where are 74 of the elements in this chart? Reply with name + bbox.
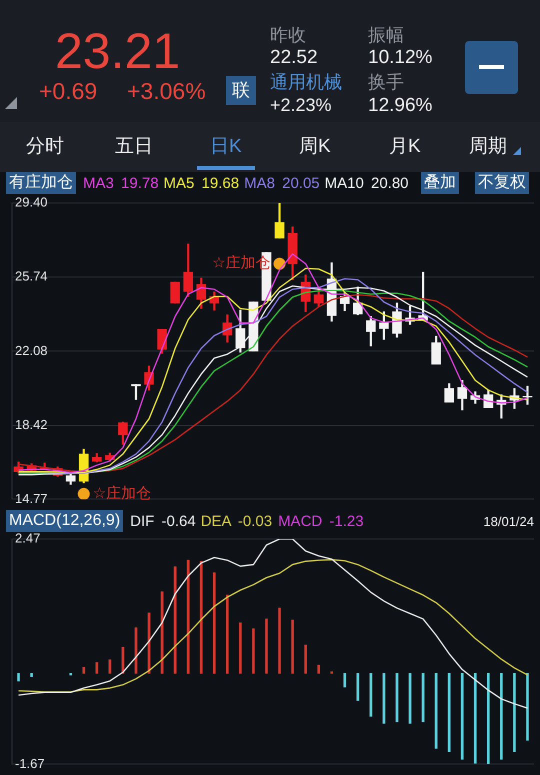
text: 换手	[368, 72, 404, 92]
bar	[343, 673, 346, 688]
text: 振幅	[368, 25, 404, 45]
bar	[304, 644, 307, 674]
bar	[396, 673, 398, 722]
bar	[291, 620, 294, 674]
bar	[252, 628, 255, 674]
bar	[265, 618, 268, 674]
bar	[82, 667, 86, 674]
text: 周K	[299, 136, 331, 157]
text: DIF -0.64	[130, 512, 196, 530]
text: +3.06%	[127, 78, 206, 104]
bar	[30, 673, 33, 677]
text: MACD -1.23	[278, 512, 364, 530]
text: 23.21	[55, 23, 180, 79]
bar	[148, 612, 150, 674]
bar	[460, 673, 464, 760]
bar	[448, 673, 451, 752]
bar	[356, 673, 360, 701]
y-tick-label: 2.47	[15, 530, 40, 546]
text: 日K	[210, 136, 242, 157]
text: 10.12%	[368, 47, 432, 68]
text: 12.96%	[368, 95, 432, 116]
button: 有庄加仓	[6, 172, 76, 194]
y-tick-label: 29.40	[15, 194, 48, 210]
bar	[108, 659, 112, 674]
text: +0.69	[39, 78, 98, 104]
text: 18/01/24	[483, 514, 534, 528]
text: +2.23%	[270, 95, 332, 115]
text: 通用机械	[270, 72, 342, 92]
bar	[474, 673, 477, 764]
text: DEA -0.03	[200, 512, 272, 530]
bar	[486, 673, 490, 764]
bar	[317, 664, 320, 674]
bar	[95, 662, 98, 674]
bar	[17, 673, 20, 682]
bar	[200, 560, 203, 674]
bar	[422, 673, 424, 722]
text: 五日	[115, 136, 153, 157]
bar	[122, 646, 124, 674]
text: MA5 19.68	[164, 174, 240, 192]
bar	[174, 566, 176, 674]
bar	[134, 627, 138, 674]
button: 联	[226, 76, 256, 105]
bar	[500, 673, 503, 760]
text: 22.52	[270, 47, 318, 68]
bar	[408, 673, 412, 724]
bar	[239, 622, 242, 674]
bar	[160, 591, 164, 674]
bar	[526, 673, 529, 741]
text: 周期	[469, 136, 507, 157]
y-tick-label: 25.74	[15, 268, 48, 284]
text: 昨收	[270, 25, 306, 45]
bar	[513, 673, 516, 752]
text: MA3 19.78	[83, 174, 159, 192]
bar	[434, 673, 438, 749]
data-label: ☆庄加仓	[92, 484, 152, 502]
y-tick-label: 14.77	[15, 490, 48, 506]
button: MACD(12,26,9)	[6, 510, 124, 532]
y-tick-label: -1.67	[15, 756, 45, 771]
bar	[186, 560, 190, 674]
text: MA10 20.80	[324, 174, 409, 192]
bar	[278, 608, 281, 674]
text: 月K	[389, 136, 421, 157]
bar	[212, 572, 216, 674]
y-tick-label: 22.08	[15, 342, 48, 358]
bar	[226, 594, 229, 674]
y-tick-label: 18.42	[15, 416, 48, 432]
button: 叠加	[421, 172, 459, 194]
bar	[382, 673, 386, 724]
button: 不复权	[475, 172, 529, 194]
text: MA8 20.05	[244, 174, 320, 192]
text: 分时	[26, 136, 64, 157]
bar	[370, 673, 372, 717]
